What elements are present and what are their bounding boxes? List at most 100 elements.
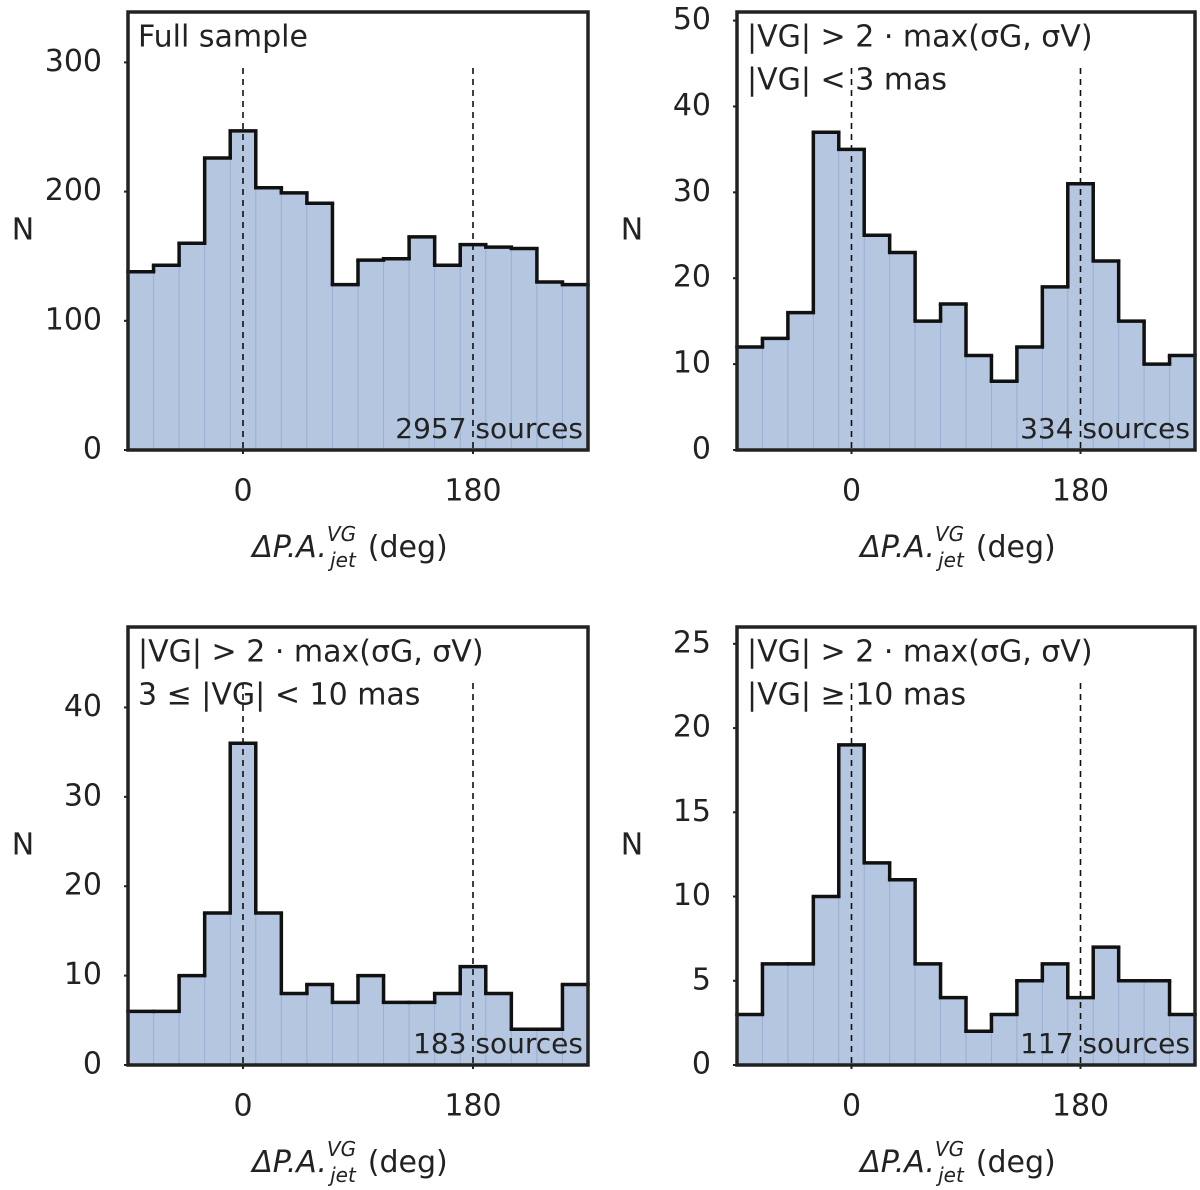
x-axis-label: ΔP.A.VG jet (deg) — [858, 522, 1055, 572]
annotation: 3 ≤ |VG| < 10 mas — [138, 678, 420, 713]
x-tick-label: 0 — [233, 1089, 252, 1124]
y-tick-label: 10 — [673, 346, 711, 381]
y-tick-label: 20 — [673, 260, 711, 295]
panel: 0 10 20 30 40 50 0 180 N ΔP.A.VG jet (deg) |VG| > 2 … — [621, 2, 1197, 572]
bar — [179, 975, 205, 1065]
annotation: |VG| < 3 mas — [747, 63, 947, 98]
y-axis-label: N — [12, 213, 34, 248]
bar — [940, 304, 966, 450]
x-label-base: ΔP.A. — [250, 530, 327, 565]
bar — [813, 132, 839, 450]
bar — [281, 993, 307, 1065]
bar — [358, 975, 384, 1065]
bar — [179, 243, 205, 450]
y-tick-label: 0 — [692, 432, 711, 467]
bar — [511, 248, 537, 450]
bar — [1169, 355, 1195, 450]
bar — [306, 203, 333, 450]
x-label-base: ΔP.A. — [858, 1145, 935, 1180]
bar — [153, 1011, 180, 1065]
y-tick-label: 50 — [673, 2, 711, 37]
bar — [864, 235, 890, 450]
bar — [562, 984, 588, 1065]
y-tick-label: 20 — [673, 710, 711, 745]
x-label-sub: jet — [935, 548, 965, 572]
bar — [1016, 346, 1043, 450]
bar — [485, 247, 512, 450]
panel: 0 100 200 300 0 180 N ΔP.A.VG jet (deg) Full sampl… — [12, 10, 590, 572]
bar — [762, 338, 788, 450]
axes-frame — [126, 10, 590, 452]
bar — [358, 260, 384, 450]
bar — [383, 1002, 410, 1065]
bar — [889, 879, 916, 1065]
bar — [409, 236, 435, 450]
bar — [255, 913, 282, 1065]
y-tick-label: 30 — [673, 174, 711, 209]
bar — [332, 1002, 358, 1065]
bar — [332, 284, 358, 450]
bar — [128, 271, 154, 450]
y-tick-label: 200 — [45, 173, 102, 208]
bar — [536, 282, 563, 450]
annotation: |VG| ≥ 10 mas — [747, 678, 966, 713]
bar — [1144, 364, 1170, 450]
bar — [128, 1011, 154, 1065]
count-label: 2957 sources — [395, 412, 583, 445]
bar — [383, 258, 410, 450]
bar — [737, 346, 763, 450]
bar — [1016, 980, 1043, 1065]
bar — [813, 896, 839, 1065]
x-axis-label: ΔP.A.VG jet (deg) — [250, 1137, 447, 1187]
annotation: |VG| > 2 · max(σG, σV) — [747, 20, 1093, 55]
bar — [991, 381, 1017, 450]
x-tick-label: 0 — [842, 1089, 861, 1124]
y-tick-label: 0 — [83, 432, 102, 467]
y-tick-label: 10 — [64, 957, 102, 992]
bar — [485, 993, 512, 1065]
y-tick-label: 15 — [673, 794, 711, 829]
bar — [1118, 980, 1145, 1065]
bar — [864, 862, 890, 1065]
panel: 0 10 20 30 40 0 180 N ΔP.A.VG jet (deg) |VG| > 2 · … — [12, 625, 590, 1187]
bar — [1042, 286, 1068, 450]
bar — [306, 984, 333, 1065]
count-label: 117 sources — [1020, 1027, 1190, 1060]
x-label-sup: VG — [935, 1137, 964, 1161]
axes-frame — [735, 625, 1197, 1067]
bar — [204, 913, 231, 1065]
x-label-unit: (deg) — [368, 530, 448, 565]
y-tick-label: 5 — [692, 962, 711, 997]
bar — [562, 284, 588, 450]
bar — [434, 265, 461, 450]
y-axis-label: N — [12, 828, 34, 863]
bar — [204, 158, 231, 450]
x-tick-label: 180 — [444, 474, 501, 509]
bar — [511, 1029, 537, 1065]
bar — [915, 963, 941, 1065]
bar — [434, 993, 461, 1065]
count-label: 183 sources — [413, 1027, 583, 1060]
bar — [1169, 1014, 1195, 1065]
x-label-unit: (deg) — [976, 1145, 1056, 1180]
x-tick-label: 180 — [1052, 474, 1109, 509]
annotation: |VG| > 2 · max(σG, σV) — [747, 635, 1093, 670]
y-tick-label: 20 — [64, 868, 102, 903]
y-axis-label: N — [621, 213, 643, 248]
annotation: Full sample — [138, 20, 308, 55]
bar — [889, 252, 916, 450]
x-tick-label: 0 — [842, 474, 861, 509]
bar — [1067, 183, 1094, 450]
bar — [787, 312, 814, 450]
x-label-sup: VG — [935, 522, 964, 546]
y-tick-label: 300 — [45, 44, 102, 79]
bar — [940, 997, 966, 1065]
x-label-unit: (deg) — [368, 1145, 448, 1180]
bar — [966, 1031, 992, 1065]
bar — [255, 187, 282, 451]
count-label: 334 sources — [1020, 412, 1190, 445]
y-tick-label: 30 — [64, 778, 102, 813]
bar — [787, 963, 814, 1065]
